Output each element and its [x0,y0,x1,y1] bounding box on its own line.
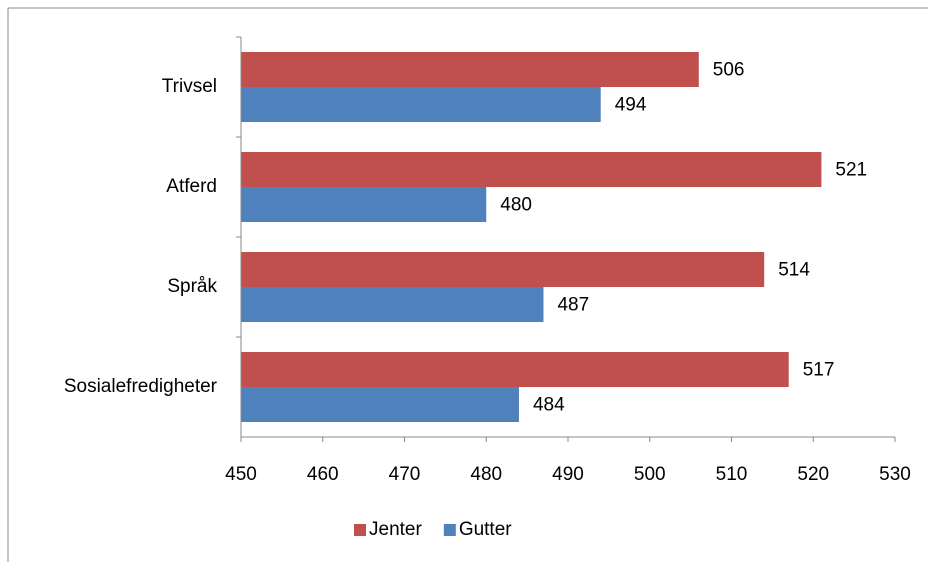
bar [241,87,601,122]
x-tick-label: 520 [797,464,829,485]
data-label: 521 [835,160,867,181]
legend-label: Gutter [459,519,512,540]
legend-swatch [443,524,456,536]
bar [241,352,789,387]
data-label: 484 [533,395,565,416]
data-label: 494 [615,95,647,116]
data-label: 514 [778,260,810,281]
y-tick-label: Trivsel [162,76,217,97]
x-tick-label: 450 [225,464,257,485]
data-label: 487 [557,295,589,316]
data-label: 506 [713,60,745,81]
data-label: 517 [803,360,835,381]
legend-swatch [354,524,366,536]
bar [241,187,487,222]
bar [241,287,544,322]
bar [241,52,699,87]
x-tick-label: 470 [389,464,421,485]
x-tick-label: 490 [552,464,584,485]
legend-label: Jenter [369,519,422,540]
x-tick-label: 510 [716,464,748,485]
y-tick-label: Atferd [166,176,217,197]
y-tick-label: Sosialefredigheter [64,376,218,397]
x-tick-label: 500 [634,464,666,485]
bar [241,387,519,422]
bar [241,252,765,287]
y-tick-label: Språk [167,276,217,297]
x-tick-label: 480 [470,464,502,485]
bar [241,152,822,187]
x-tick-label: 460 [307,464,339,485]
data-label: 480 [500,195,532,216]
x-tick-label: 530 [879,464,911,485]
